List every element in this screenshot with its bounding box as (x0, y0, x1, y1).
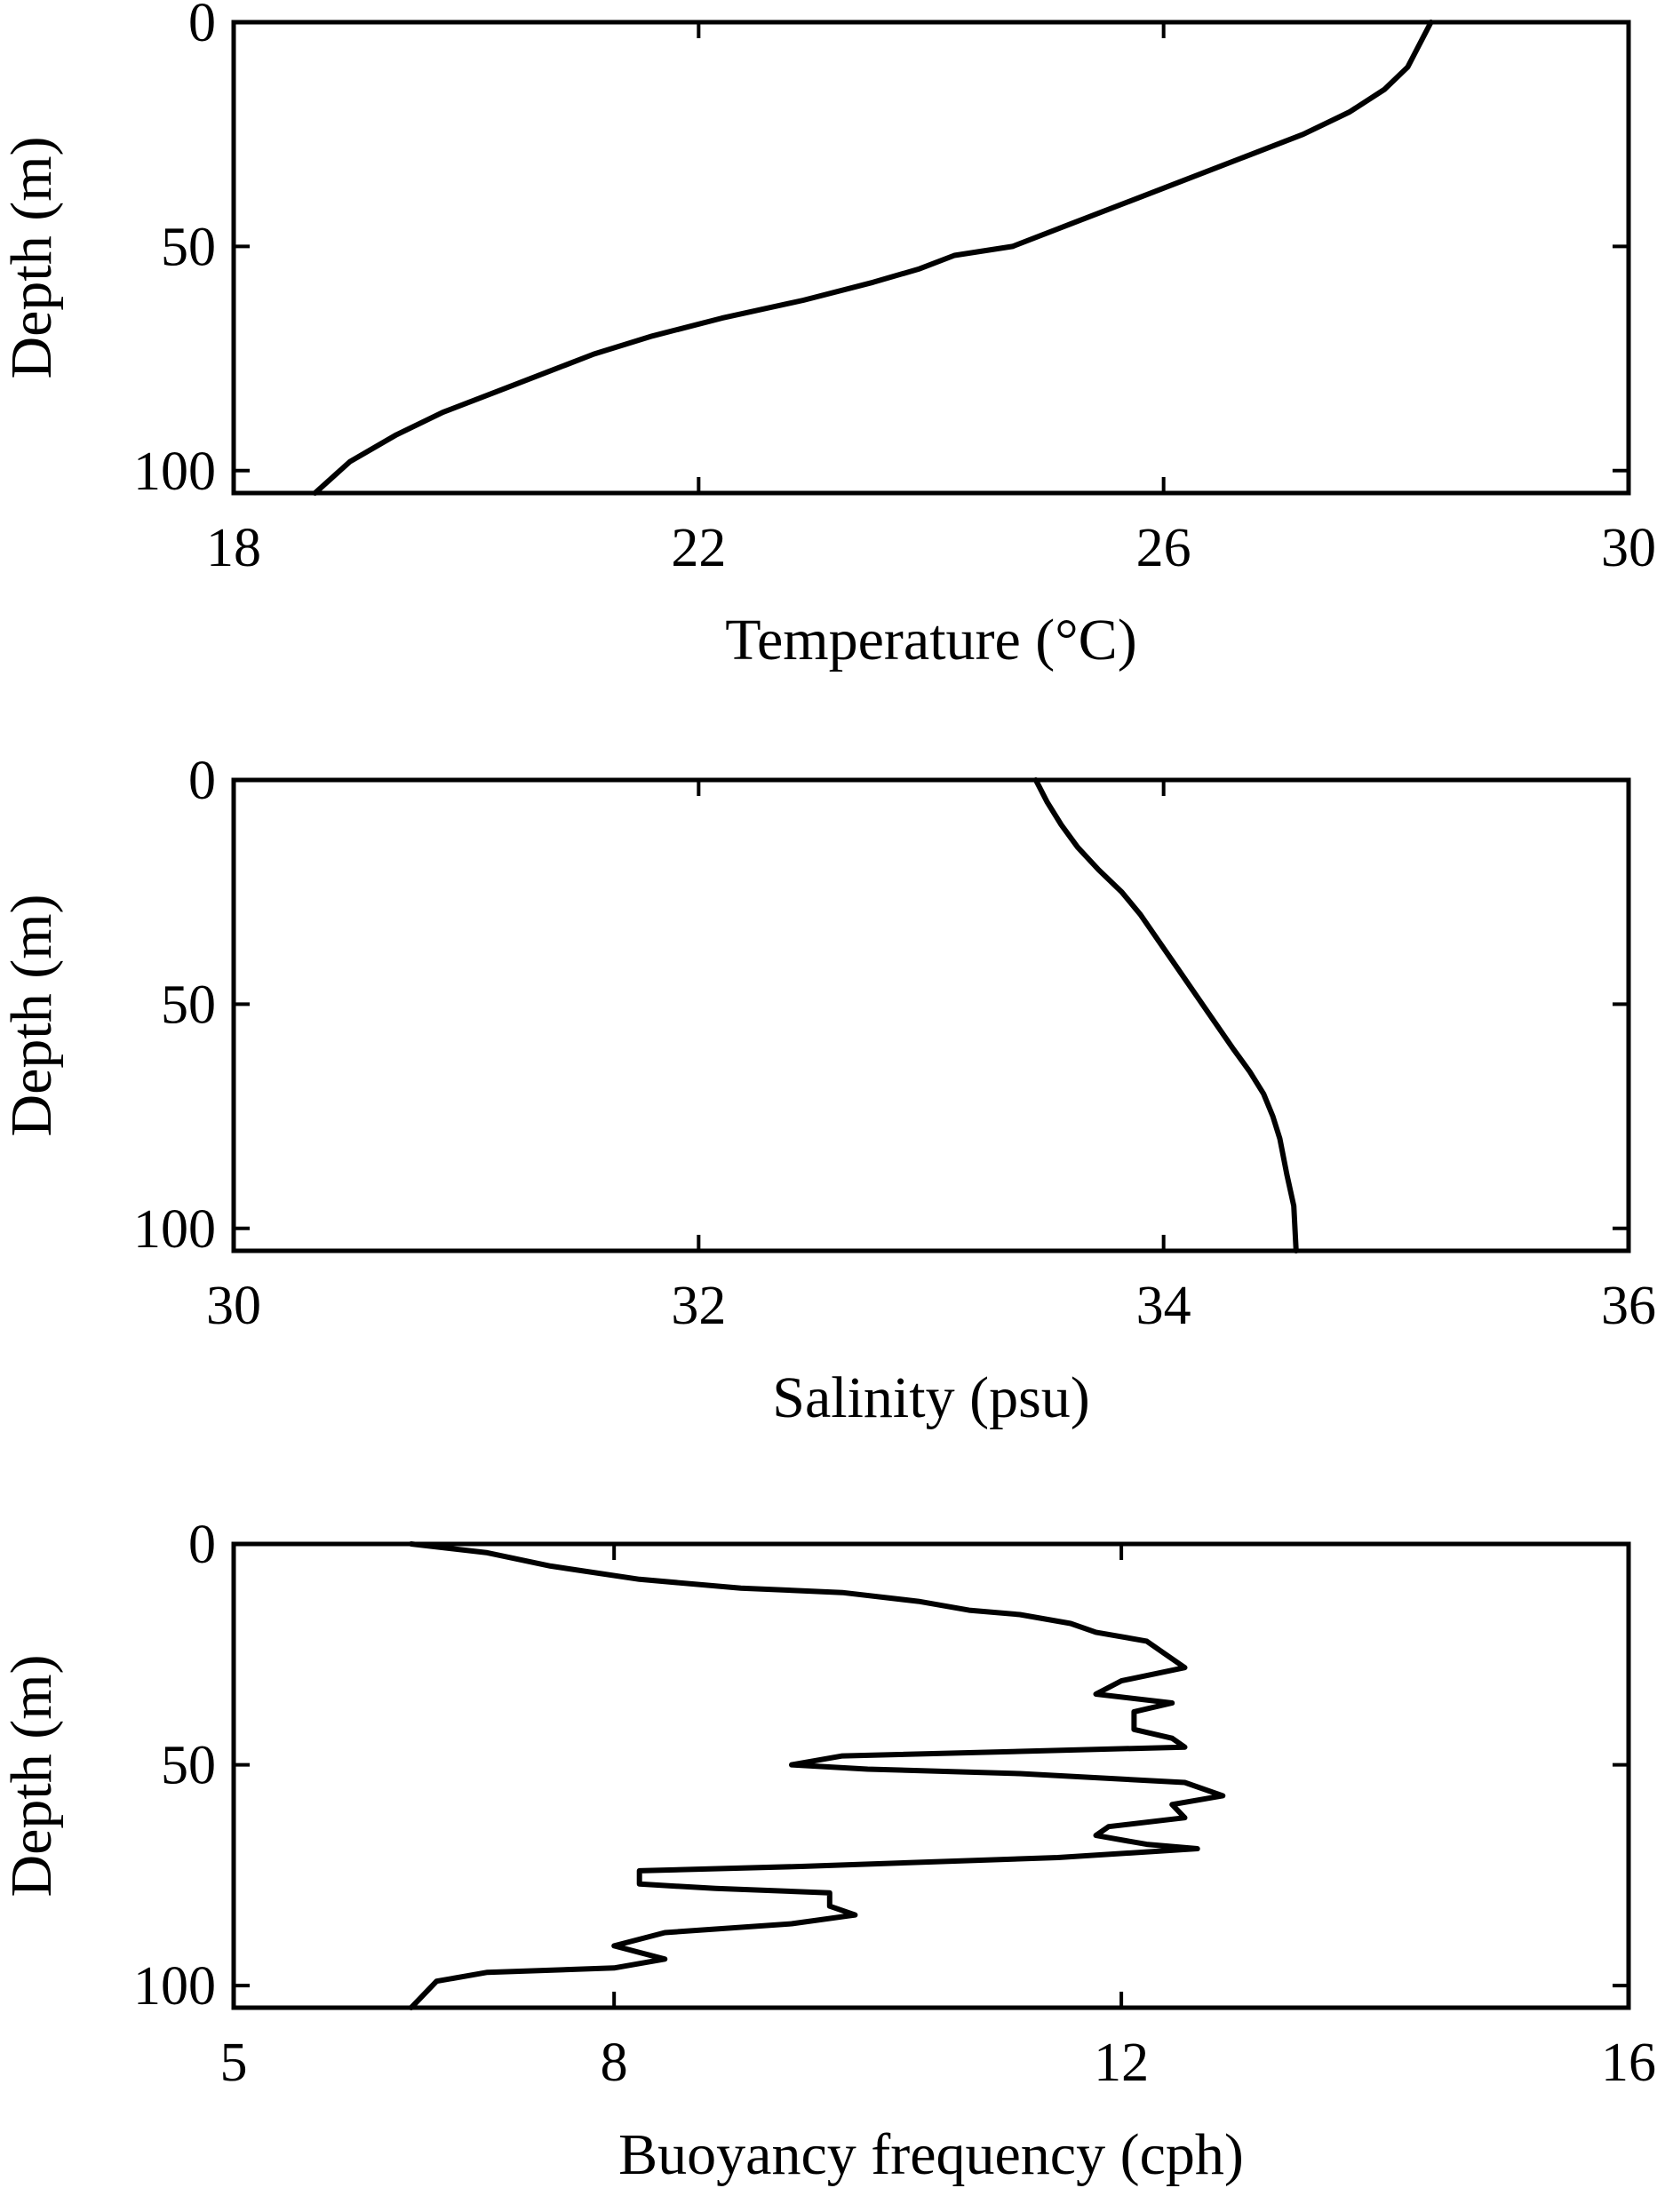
salinity-panel: 30 32 34 36 0 50 100 Salinity (psu) Depth (m) (0, 751, 1656, 1430)
temperature-panel: 18 22 26 30 0 50 100 Temperature (°C) Depth (m) (0, 0, 1656, 672)
buoyancy-xtick-label: 8 (601, 2033, 628, 2093)
temperature-ytick-label: 100 (133, 442, 216, 502)
salinity-xtick-label: 34 (1136, 1276, 1191, 1336)
buoyancy-ytick-label: 0 (188, 1515, 216, 1575)
temperature-axes-box (231, 20, 1631, 496)
salinity-xtick-label: 32 (671, 1276, 726, 1336)
salinity-xtick-label: 36 (1601, 1276, 1656, 1336)
buoyancy-series-line (408, 1541, 1226, 2010)
buoyancy-yaxis-label: Depth (m) (0, 1654, 64, 1897)
salinity-ytick-label: 50 (161, 975, 216, 1035)
salinity-series-line (1032, 777, 1299, 1253)
salinity-xtick-label: 30 (206, 1276, 261, 1336)
temperature-xaxis-label: Temperature (°C) (725, 608, 1136, 672)
temperature-yaxis-label: Depth (m) (0, 136, 64, 378)
temperature-ytick-label: 0 (188, 0, 216, 53)
salinity-xaxis-label: Salinity (psu) (772, 1365, 1090, 1430)
salinity-ytick-label: 0 (188, 751, 216, 811)
temperature-series-line (312, 20, 1434, 496)
salinity-axes-box (231, 777, 1631, 1253)
temperature-ytick-label: 50 (161, 217, 216, 277)
buoyancy-xtick-label: 5 (220, 2033, 248, 2093)
buoyancy-ytick-label: 100 (133, 1956, 216, 2017)
buoyancy-xtick-label: 12 (1094, 2033, 1149, 2093)
temperature-xtick-label: 18 (206, 518, 261, 578)
temperature-xtick-label: 26 (1136, 518, 1191, 578)
buoyancy-axes-box (231, 1541, 1631, 2010)
buoyancy-ytick-label: 50 (161, 1736, 216, 1796)
salinity-yaxis-label: Depth (m) (0, 894, 64, 1136)
temperature-xtick-label: 30 (1601, 518, 1656, 578)
salinity-ytick-label: 100 (133, 1199, 216, 1260)
buoyancy-xaxis-label: Buoyancy frequency (cph) (618, 2122, 1244, 2187)
buoyancy-panel: 5 8 12 16 0 50 100 Buoyancy frequency (cph) Dept… (0, 1515, 1656, 2187)
buoyancy-xtick-label: 16 (1601, 2033, 1656, 2093)
temperature-xtick-label: 22 (671, 518, 726, 578)
